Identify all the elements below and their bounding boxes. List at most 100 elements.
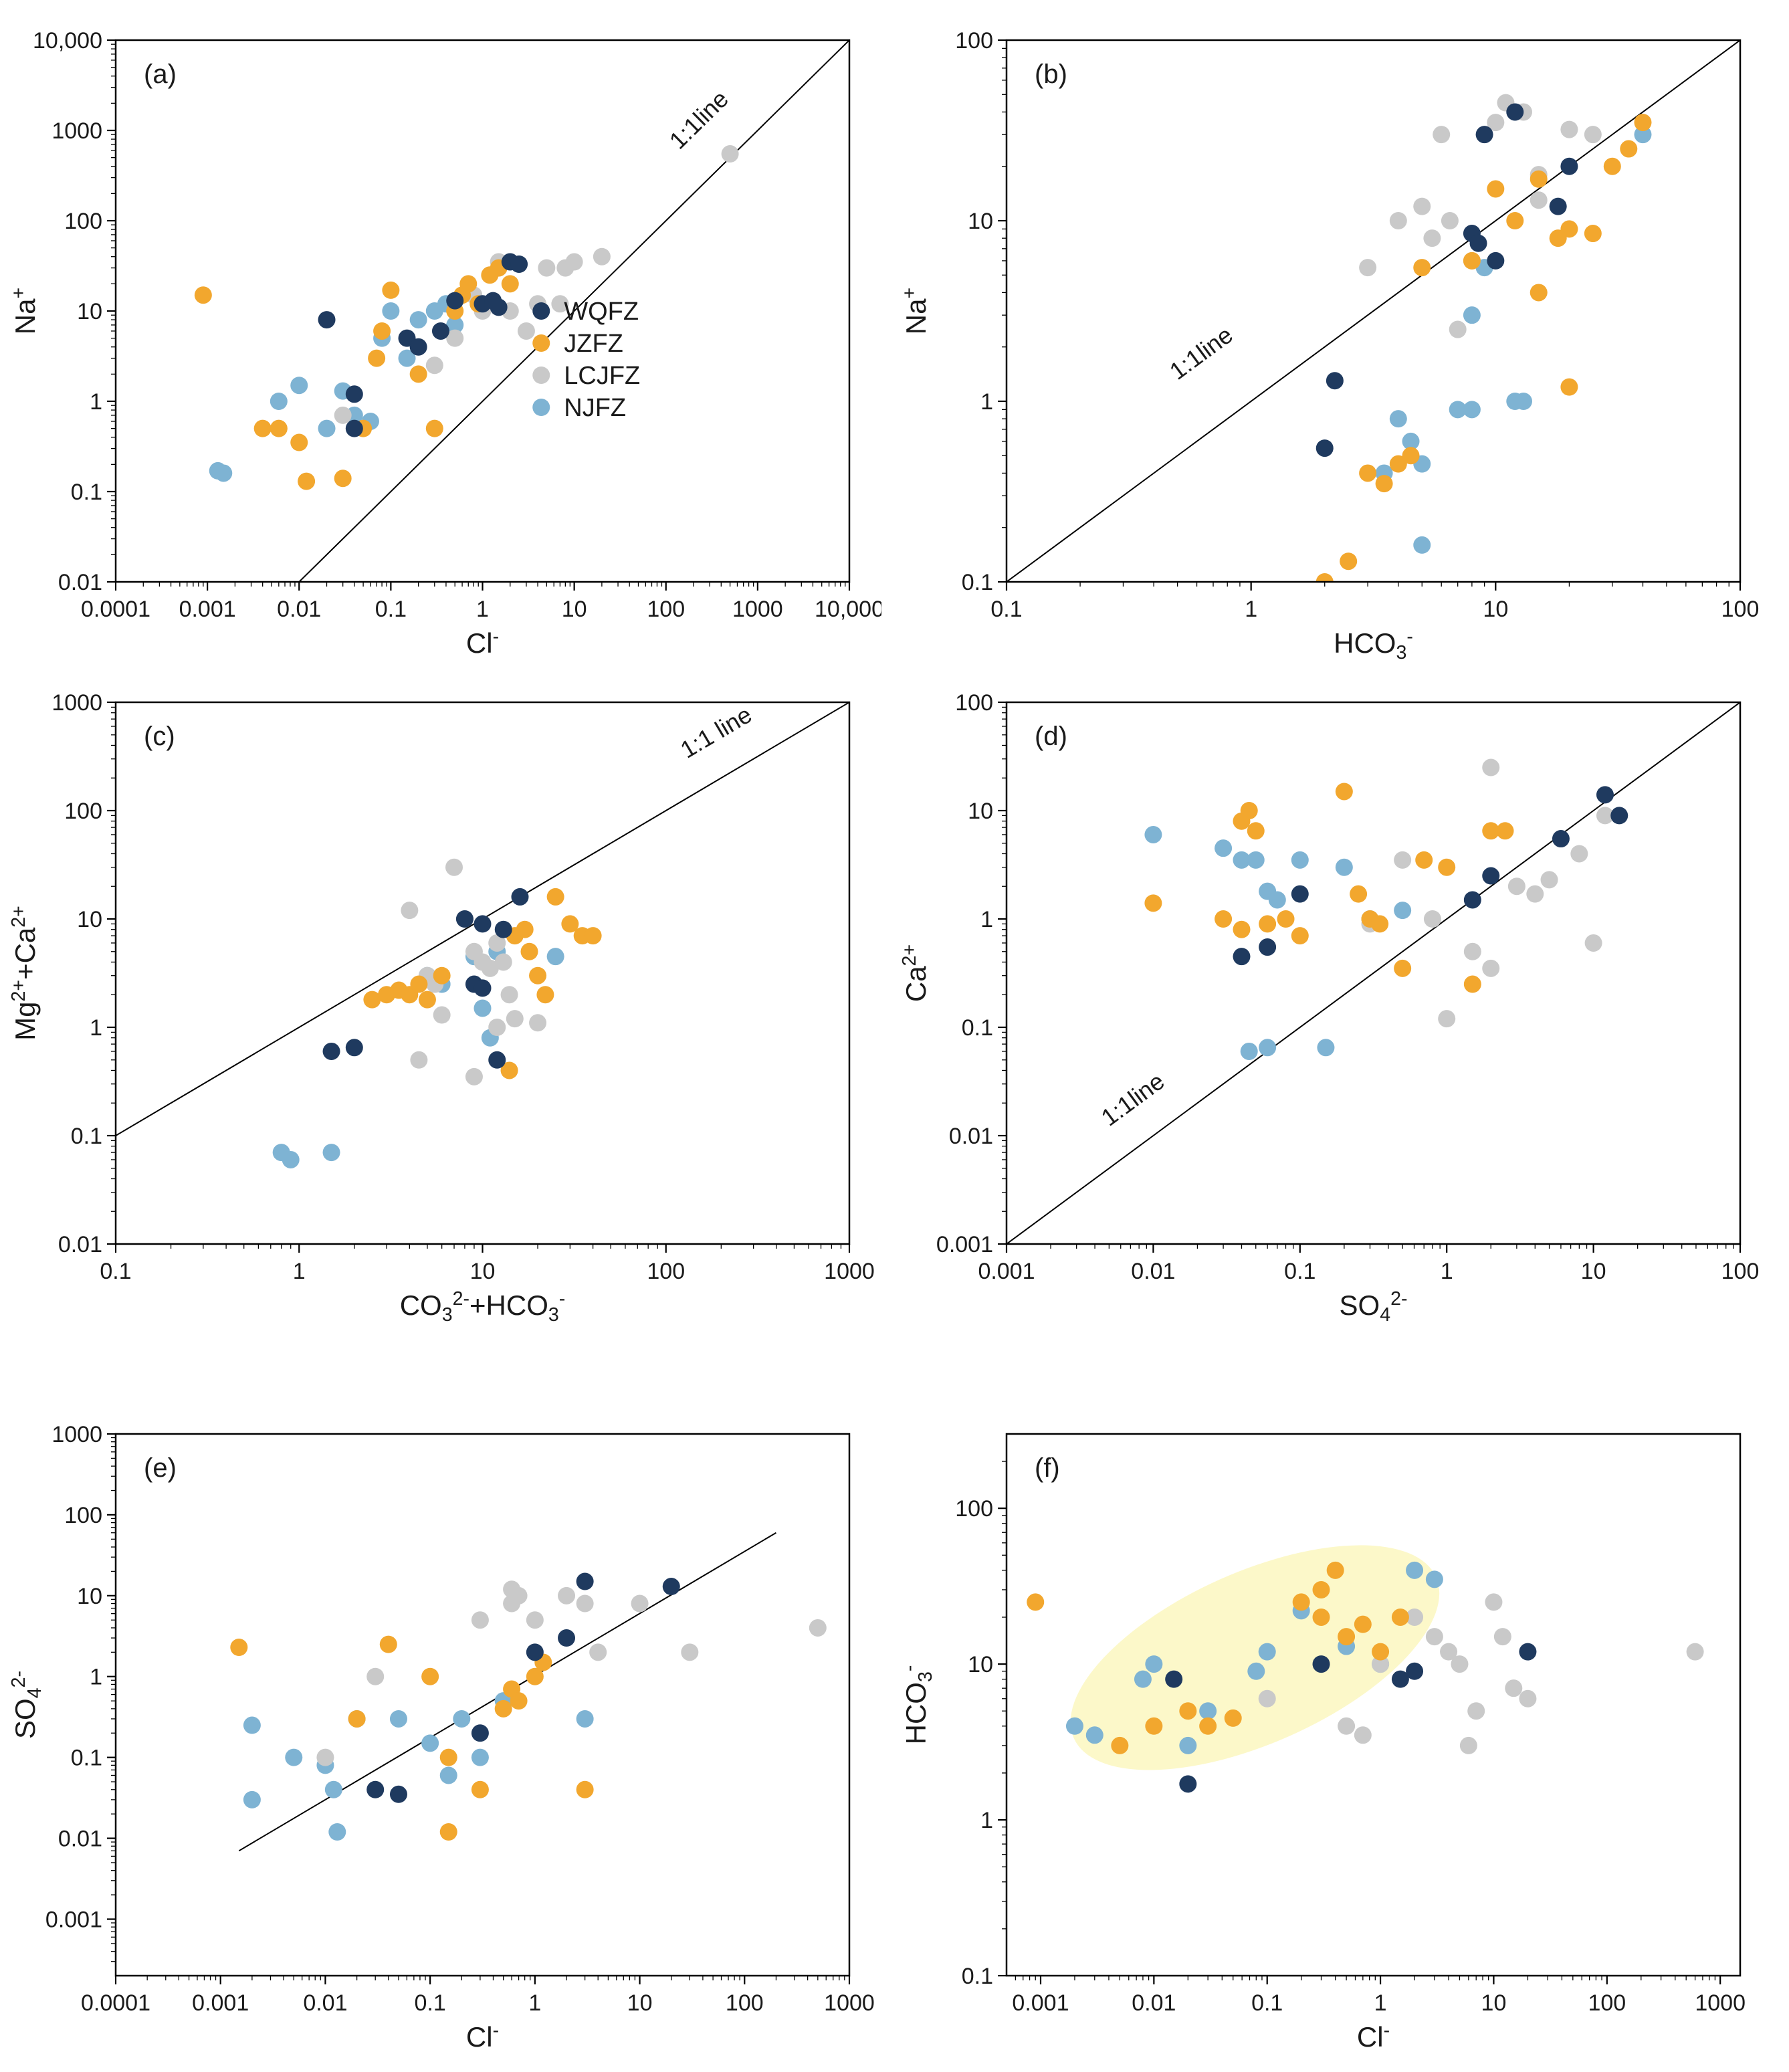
y-tick-label: 10 [968, 799, 993, 824]
data-point-LCJFZ [1413, 197, 1431, 215]
data-point-LCJFZ [1505, 1679, 1523, 1697]
y-tick-label: 0.01 [58, 570, 102, 595]
plot-frame [1005, 701, 1742, 1245]
data-point-LCJFZ [1359, 259, 1377, 277]
data-point-LCJFZ [1423, 910, 1441, 928]
data-point-WQFZ [1406, 1662, 1424, 1680]
data-point-NJFZ [270, 393, 288, 410]
data-point-LCJFZ [1507, 877, 1525, 896]
legend-label-WQFZ: WQFZ [564, 298, 639, 326]
data-point-NJFZ [290, 377, 308, 395]
x-tick-label: 1000 [732, 597, 783, 622]
data-point-LCJFZ [316, 1748, 334, 1766]
y-tick-label: 100 [64, 799, 102, 824]
data-point-LCJFZ [488, 934, 506, 952]
data-point-LCJFZ [494, 953, 512, 971]
data-point-NJFZ [1402, 432, 1420, 450]
data-point-WQFZ [526, 1643, 544, 1661]
data-point-LCJFZ [551, 295, 569, 313]
data-point-NJFZ [576, 1710, 594, 1728]
data-point-NJFZ [409, 311, 427, 329]
panel-tag: (c) [144, 722, 175, 751]
y-tick-label: 10 [968, 1652, 993, 1677]
data-point-LCJFZ [1467, 1702, 1485, 1720]
data-point-WQFZ [1519, 1643, 1537, 1661]
data-point-LCJFZ [576, 1594, 594, 1613]
data-point-LCJFZ [526, 1611, 544, 1629]
data-point-LCJFZ [1438, 1010, 1456, 1028]
data-point-NJFZ [1406, 1561, 1424, 1579]
data-point-WQFZ [1233, 948, 1251, 966]
data-point-JZFZ [1111, 1736, 1129, 1754]
y-tick-label: 100 [955, 1496, 993, 1522]
y-tick-label: 0.1 [962, 1015, 993, 1041]
data-point-NJFZ [215, 464, 233, 482]
y-axis-label: HCO3- [899, 1665, 936, 1745]
data-point-WQFZ [1560, 157, 1578, 175]
data-point-JZFZ [1335, 783, 1353, 801]
y-tick-label: 0.1 [71, 1124, 102, 1149]
data-point-WQFZ [1596, 786, 1614, 804]
data-point-NJFZ [382, 302, 400, 320]
y-tick-label: 0.1 [962, 570, 993, 595]
data-point-LCJFZ [1485, 1593, 1503, 1611]
data-point-LCJFZ [593, 247, 611, 266]
data-point-LCJFZ [1372, 1655, 1390, 1673]
data-point-LCJFZ [1519, 1689, 1537, 1707]
x-axis-label: Cl- [1357, 2020, 1390, 2053]
data-point-LCJFZ [1449, 320, 1467, 338]
data-point-LCJFZ [1459, 1736, 1477, 1754]
data-point-JZFZ [1199, 1717, 1217, 1735]
plot-frame [114, 701, 851, 1245]
y-tick-label: 1 [980, 907, 993, 932]
data-point-JZFZ [1584, 225, 1602, 243]
data-point-NJFZ [1258, 1643, 1276, 1661]
x-tick-label: 1000 [824, 1259, 875, 1284]
data-point-NJFZ [421, 1734, 439, 1752]
x-axis-label: HCO3- [1334, 626, 1413, 663]
data-point-LCJFZ [445, 858, 463, 876]
x-tick-label: 100 [647, 597, 685, 622]
data-point-NJFZ [471, 1748, 489, 1766]
data-point-JZFZ [1145, 1717, 1163, 1735]
data-point-LCJFZ [410, 1051, 428, 1069]
data-point-WQFZ [1482, 867, 1500, 885]
data-point-WQFZ [490, 298, 508, 316]
data-point-LCJFZ [1570, 845, 1588, 863]
data-point-JZFZ [1277, 910, 1295, 928]
data-point-LCJFZ [425, 356, 443, 375]
x-tick-label: 100 [1588, 1990, 1626, 2016]
panel-tag: (b) [1035, 60, 1067, 89]
x-tick-label: 10 [1581, 1259, 1606, 1284]
data-point-JZFZ [1291, 927, 1309, 945]
x-tick-label: 0.001 [978, 1259, 1035, 1284]
x-tick-label: 100 [1721, 597, 1760, 622]
data-point-NJFZ [1449, 401, 1467, 419]
data-point-NJFZ [1514, 393, 1532, 410]
y-tick-label: 1 [90, 389, 102, 415]
x-tick-label: 1 [1374, 1990, 1387, 2016]
data-point-JZFZ [546, 888, 564, 906]
data-point-JZFZ [1027, 1593, 1045, 1611]
data-point-NJFZ [322, 1144, 340, 1162]
data-point-LCJFZ [1487, 114, 1505, 132]
data-point-JZFZ [1634, 114, 1652, 132]
y-axis-label: Ca2+ [899, 944, 932, 1002]
x-axis-label: Cl- [466, 626, 499, 659]
data-point-LCJFZ [1482, 959, 1500, 977]
data-point-NJFZ [318, 419, 336, 437]
data-point-WQFZ [345, 1039, 363, 1057]
x-tick-label: 1 [293, 1259, 306, 1284]
data-point-WQFZ [473, 915, 492, 933]
data-point-LCJFZ [1258, 1689, 1276, 1707]
panel-a-chart: 1:1line 0.0001 0.001 0.01 0.1 1 10 100 1000 10,00… [8, 28, 881, 659]
data-point-JZFZ [373, 322, 391, 340]
y-tick-label: 0.01 [949, 1124, 993, 1149]
data-point-JZFZ [1530, 170, 1548, 188]
data-point-NJFZ [1413, 536, 1431, 554]
data-point-LCJFZ [529, 1014, 547, 1032]
x-tick-label: 100 [1721, 1259, 1760, 1284]
data-point-JZFZ [510, 1692, 528, 1710]
data-point-LCJFZ [465, 1067, 483, 1085]
data-point-WQFZ [318, 311, 336, 329]
